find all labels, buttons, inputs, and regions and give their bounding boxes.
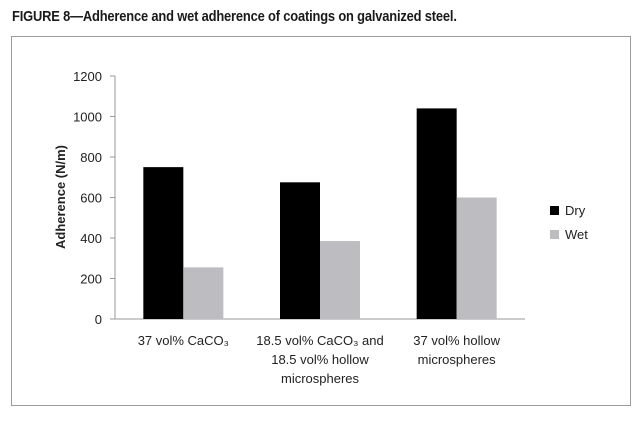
legend-label-wet: Wet [565, 227, 588, 242]
legend-swatch-wet [550, 230, 559, 239]
y-tick-label: 800 [80, 150, 102, 165]
bar-wet-3 [456, 197, 497, 319]
category-label: 18.5 vol% CaCO₃ and 18.5 vol% hollow micro… [256, 333, 383, 386]
bar-dry-2 [280, 182, 320, 319]
legend: Dry Wet [550, 203, 588, 242]
bar-wet-2 [320, 241, 360, 319]
y-axis: 0 200 400 600 800 1000 1200 [73, 69, 116, 327]
category-label: 37 vol% hollow microspheres [413, 333, 500, 367]
bar-wet-1 [183, 267, 224, 319]
bar-dry-3 [416, 108, 457, 320]
figure-title: FIGURE 8—Adherence and wet adherence of … [12, 8, 457, 25]
bars [143, 108, 497, 320]
y-tick-label: 1200 [73, 69, 102, 84]
category-labels: 37 vol% CaCO₃ 18.5 vol% CaCO₃ and 18.5 vol… [138, 333, 501, 386]
y-tick-label: 0 [95, 312, 102, 327]
y-axis-label: Adherence (N/m) [53, 145, 68, 249]
y-tick-label: 600 [80, 191, 102, 206]
y-tick-label: 200 [80, 272, 102, 287]
y-tick-label: 400 [80, 231, 102, 246]
legend-label-dry: Dry [565, 203, 586, 218]
category-label: 37 vol% CaCO₃ [138, 333, 229, 348]
chart-frame [11, 36, 631, 406]
legend-swatch-dry [550, 206, 559, 215]
bar-dry-1 [143, 167, 184, 319]
y-tick-label: 1000 [73, 110, 102, 125]
